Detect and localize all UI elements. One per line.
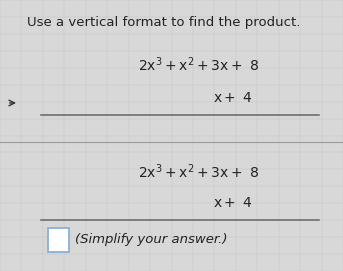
FancyBboxPatch shape [48,228,69,252]
Text: $\mathregular{2x^3 + x^2 +3x + \ 8}$: $\mathregular{2x^3 + x^2 +3x + \ 8}$ [138,163,260,181]
Text: $\mathregular{x + \ 4}$: $\mathregular{x + \ 4}$ [213,196,253,210]
Text: $\mathregular{x + \ 4}$: $\mathregular{x + \ 4}$ [213,91,253,105]
Text: Use a vertical format to find the product.: Use a vertical format to find the produc… [27,16,301,29]
Text: $\mathregular{2x^3 + x^2 +3x + \ 8}$: $\mathregular{2x^3 + x^2 +3x + \ 8}$ [138,56,260,74]
Text: (Simplify your answer.): (Simplify your answer.) [75,233,228,246]
